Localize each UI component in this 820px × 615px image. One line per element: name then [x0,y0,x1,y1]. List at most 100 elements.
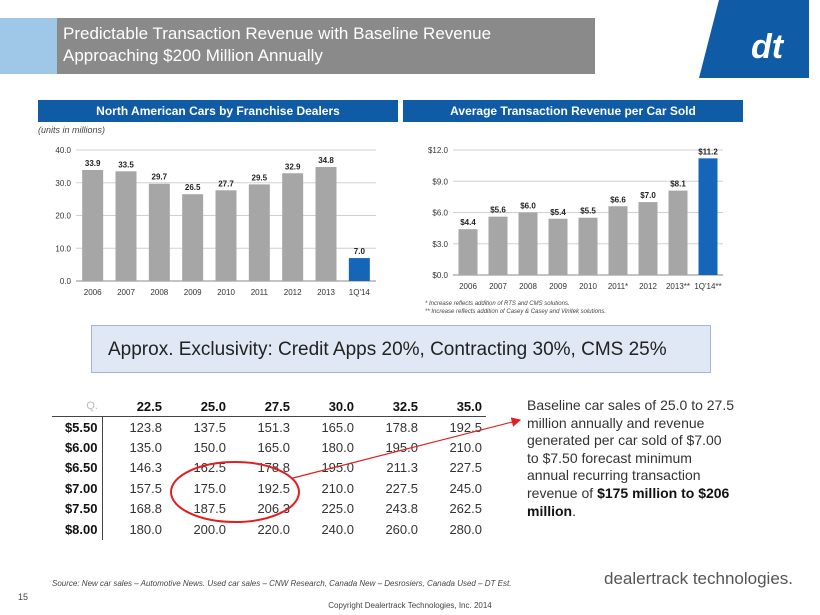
x-tick-label: 2012 [639,282,657,291]
table-cell: 220.0 [257,521,290,537]
bar [608,206,628,275]
y-tick-label: $3.0 [432,240,448,249]
page-title-line2: Approaching $200 Million Annually [63,46,323,65]
data-label: $11.2 [698,147,718,156]
x-tick-label: 2012 [284,288,302,297]
bar [282,173,304,281]
data-label: $6.6 [610,195,626,204]
row-header: $7.50 [52,498,103,519]
baseline-note-end: . [572,502,577,519]
table-cell: 178.8 [257,460,290,476]
table-cell: 260.0 [385,521,418,537]
y-tick-label: 30.0 [55,179,71,188]
table-cell: 165.0 [257,439,290,455]
row-header: $8.00 [52,519,103,540]
table-header-row: Q. 22.5 25.0 27.5 30.0 32.5 35.0 [52,396,486,417]
y-tick-label: 20.0 [55,212,71,221]
table-cell: 137.5 [193,419,226,435]
data-label: 34.8 [318,156,334,165]
baseline-note-text: Baseline car sales of 25.0 to 27.5 milli… [527,397,735,501]
table-cell: 165.0 [321,419,354,435]
table-cell: 192.5 [257,480,290,496]
x-tick-label: 2009 [184,288,202,297]
bar [248,184,270,281]
y-tick-label: 40.0 [55,146,71,155]
data-label: $5.6 [490,206,506,215]
table-cell: 195.0 [321,460,354,476]
table-cell: 151.3 [257,419,290,435]
bar [215,190,237,281]
bar [638,202,658,275]
data-label: $5.4 [550,208,566,217]
table-cell: 280.0 [449,521,482,537]
table-cell: 175.0 [193,480,226,496]
row-header: $5.50 [52,416,103,437]
x-tick-label: 2008 [519,282,537,291]
page-title: Predictable Transaction Revenue with Bas… [57,18,595,74]
chart-footnotes: * Increase reflects addition of RTS and … [425,300,606,316]
exclusivity-banner: Approx. Exclusivity: Credit Apps 20%, Co… [91,325,711,373]
y-tick-label: $6.0 [432,209,448,218]
table-cell: 211.3 [386,460,418,476]
table-row: $6.50 146.3 162.5 178.8 195.0 211.3 227.5 [52,457,486,478]
table-cell: 225.0 [321,501,354,517]
data-label: $8.1 [670,180,686,189]
table-cell: 210.0 [449,439,482,455]
x-tick-label: 2006 [84,288,102,297]
logo-text: dt [751,28,785,66]
bar [488,216,508,275]
x-tick-label: 1Q'14 [349,288,371,297]
table-cell: 243.8 [385,501,418,517]
x-tick-label: 2010 [579,282,597,291]
table-corner-label: Q. [52,396,102,417]
bar [578,217,598,275]
table-cell: 168.8 [129,501,162,517]
x-tick-label: 2007 [489,282,507,291]
table-cell: 240.0 [321,521,354,537]
dealertrack-logo-icon: dt [699,0,809,78]
row-header: $6.00 [52,437,103,458]
table-cell: 227.5 [449,460,482,476]
data-label: 29.7 [152,173,168,182]
left-chart-header: North American Cars by Franchise Dealers [38,100,398,122]
data-label: 27.7 [218,179,234,188]
table-cell: 192.5 [449,419,482,435]
revenue-bar-chart: $0.0 $3.0 $6.0 $9.0 $12.0 $4.4 2006 $5.6 2007 $6.… [428,146,723,291]
table-row: $5.50 123.8 137.5 151.3 165.0 178.8 192.5 [52,416,486,437]
y-tick-label: $9.0 [432,177,448,186]
table-cell: 227.5 [385,480,418,496]
bar [115,171,137,281]
x-tick-label: 2010 [217,288,235,297]
x-tick-label: 2013 [317,288,335,297]
y-tick-label: 10.0 [55,244,71,253]
bar [518,212,538,275]
bar [348,258,370,281]
table-cell: 180.0 [129,521,162,537]
column-header: 22.5 [102,396,166,417]
data-label: $5.5 [580,207,596,216]
cars-bar-chart: 0.0 10.0 20.0 30.0 40.0 33.9 2006 33.5 2007 29.7 2… [55,146,376,297]
table-cell: 150.0 [193,439,226,455]
data-label: $7.0 [640,191,656,200]
bar [458,229,478,275]
x-tick-label: 2013** [666,282,690,291]
x-tick-label: 2009 [549,282,567,291]
x-tick-label: 2007 [117,288,135,297]
row-header: $6.50 [52,457,103,478]
data-label: 33.5 [118,160,134,169]
bar [148,183,170,281]
table-cell: 162.5 [193,460,226,476]
baseline-note: Baseline car sales of 25.0 to 27.5 milli… [527,397,737,520]
table-cell: 123.8 [129,419,162,435]
table-row: $7.50 168.8 187.5 206.3 225.0 243.8 262.5 [52,498,486,519]
table-cell: 210.0 [321,480,354,496]
source-note: Source: New car sales – Automotive News.… [52,579,512,588]
y-tick-label: 0.0 [60,277,72,286]
table-cell: 135.0 [129,439,162,455]
column-header: 35.0 [422,396,486,417]
bar [82,169,104,281]
footnote-1: * Increase reflects addition of RTS and … [425,301,570,307]
x-tick-label: 1Q'14** [694,282,721,291]
page-title-line1: Predictable Transaction Revenue with Bas… [63,24,492,43]
data-label: $4.4 [460,218,476,227]
